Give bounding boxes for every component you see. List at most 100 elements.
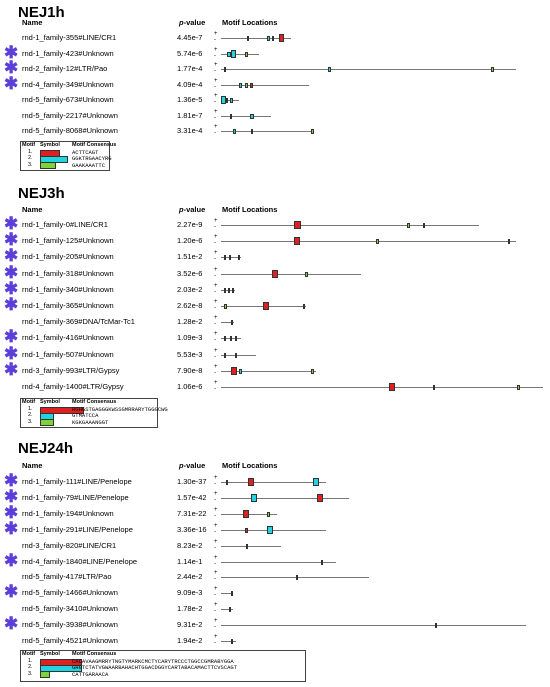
family-name: rnd-1_family-111#LINE/Penelope xyxy=(22,477,132,486)
strand-minus: - xyxy=(214,640,216,646)
motif-3-site xyxy=(311,129,314,134)
motif-2-site xyxy=(267,36,270,41)
legend-motif-number: 3. xyxy=(28,418,33,425)
strand-plus: + xyxy=(214,363,218,370)
strand-plus: + xyxy=(214,299,218,305)
strand-minus: - xyxy=(214,321,216,328)
family-name: rnd-1_family-291#LINE/Penelope xyxy=(22,524,133,534)
pvalue-header-p: p xyxy=(179,461,184,470)
significance-star: ✱ xyxy=(4,214,19,233)
sequence-line xyxy=(221,115,271,117)
legend-symbol-header: Symbol xyxy=(40,142,60,148)
p-value: 1.94e-2 xyxy=(177,636,203,645)
motif-2-site xyxy=(303,304,305,309)
significance-star: ✱ xyxy=(4,246,19,266)
significance-star: ✱ xyxy=(4,502,19,522)
significance-star: ✱ xyxy=(4,230,19,250)
strand-plus: + xyxy=(214,586,218,593)
sequence-line xyxy=(221,609,233,611)
motif-2-site xyxy=(423,223,425,228)
pvalue-column-header: p-value xyxy=(179,461,206,470)
strand-minus: - xyxy=(214,37,216,43)
legend-motif-number: 1. xyxy=(28,406,33,412)
strand-minus: - xyxy=(214,369,216,376)
motif-3-site xyxy=(311,368,314,374)
sequence-line xyxy=(221,370,316,372)
name-column-header: Name xyxy=(22,461,43,470)
section-title: NEJ24h xyxy=(18,440,74,457)
legend-motif-number: 3. xyxy=(28,670,33,677)
p-value: 8.23e-2 xyxy=(177,540,203,550)
significance-star: ✱ xyxy=(4,471,19,490)
strand-minus: - xyxy=(214,114,216,121)
family-name: rnd-4_family-1400#LTR/Gypsy xyxy=(22,382,124,391)
significance-star: ✱ xyxy=(4,42,19,62)
family-name: rnd-1_family-365#Unknown xyxy=(22,301,114,310)
family-name: rnd-5_family-3410#Unknown xyxy=(22,604,118,614)
significance-star: ✱ xyxy=(4,359,19,379)
p-value: 5.53e-3 xyxy=(177,349,203,359)
strand-minus: - xyxy=(214,481,216,487)
strand-plus: + xyxy=(214,506,218,513)
motif-1-site xyxy=(294,237,300,246)
motif-3-site xyxy=(224,287,226,293)
family-name: rnd-1_family-205#Unknown xyxy=(22,252,114,262)
strand-minus: - xyxy=(214,240,216,247)
strand-minus: - xyxy=(214,560,216,567)
p-value: 3.36e-16 xyxy=(177,524,207,534)
strand-minus: - xyxy=(214,130,216,136)
motif-3-site xyxy=(224,304,227,309)
family-name: rnd-2_family-12#LTR/Pao xyxy=(22,64,108,73)
motif-3-site xyxy=(517,385,520,390)
strand-minus: - xyxy=(214,288,216,295)
strand-minus: - xyxy=(214,592,216,599)
strand-minus: - xyxy=(214,256,216,263)
motif-3-site xyxy=(229,607,231,613)
strand-minus: - xyxy=(214,386,216,392)
family-name: rnd-1_family-0#LINE/CR1 xyxy=(22,220,108,229)
strand-plus: + xyxy=(214,522,218,529)
legend-consensus-text: CACAVAAGMRRYTNGTYMARKCMCTYCARYTRCCCTGGCC… xyxy=(72,658,234,665)
section-title: NEJ1h xyxy=(18,4,65,21)
sequence-line xyxy=(221,561,336,563)
strand-plus: + xyxy=(214,331,218,338)
significance-star: ✱ xyxy=(4,58,19,77)
motif-1-site xyxy=(250,82,253,88)
significance-star: ✱ xyxy=(4,278,19,298)
sequence-line xyxy=(221,625,526,627)
motif-2-site xyxy=(229,255,231,261)
strand-plus: + xyxy=(214,108,218,115)
strand-minus: - xyxy=(214,272,216,279)
legend-motif-3-swatch xyxy=(40,162,56,170)
strand-minus: - xyxy=(214,608,216,615)
strand-plus: + xyxy=(214,634,218,640)
legend-consensus-text: GAAKAAATTC xyxy=(72,161,106,169)
p-value: 1.14e-1 xyxy=(177,556,203,566)
motif-3-site xyxy=(238,255,240,261)
significance-star: ✱ xyxy=(4,73,19,93)
p-value: 1.09e-3 xyxy=(177,333,203,343)
motif-3-site xyxy=(246,543,248,549)
family-name: rnd-4_family-349#Unknown xyxy=(22,79,114,89)
legend-motif-3-swatch xyxy=(40,671,50,679)
strand-plus: + xyxy=(214,554,218,561)
legend-consensus-text: ACTTCAGT xyxy=(72,149,99,156)
strand-plus: + xyxy=(214,234,218,241)
p-value: 1.36e-5 xyxy=(177,95,203,104)
motif-3-site xyxy=(296,575,298,581)
name-column-header: Name xyxy=(22,18,43,27)
motif-3-site xyxy=(245,82,248,88)
strand-plus: + xyxy=(214,77,218,84)
motif-3-site xyxy=(224,336,226,342)
sequence-line xyxy=(221,593,233,595)
motif-locations-header: Motif Locations xyxy=(222,461,278,470)
strand-minus: - xyxy=(214,99,216,105)
family-name: rnd-3_family-820#LINE/CR1 xyxy=(22,540,117,550)
significance-star: ✱ xyxy=(4,327,19,347)
strand-minus: - xyxy=(214,528,216,535)
p-value: 1.30e-37 xyxy=(177,477,207,486)
family-name: rnd-1_family-355#LINE/CR1 xyxy=(22,33,117,42)
motif-2-site xyxy=(328,67,331,72)
family-name: rnd-1_family-194#Unknown xyxy=(22,508,114,518)
strand-plus: + xyxy=(214,218,218,224)
